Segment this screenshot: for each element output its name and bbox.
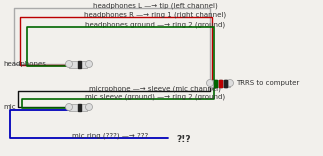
Text: mic sleeve (ground) —→ ring 2 (ground): mic sleeve (ground) —→ ring 2 (ground) — [85, 93, 225, 100]
Bar — [224, 80, 226, 86]
Text: headphones ground —→ ring 2 (ground): headphones ground —→ ring 2 (ground) — [85, 22, 225, 28]
Text: mic: mic — [3, 104, 16, 110]
Circle shape — [206, 80, 214, 86]
Circle shape — [226, 80, 234, 86]
Text: headphones: headphones — [3, 61, 46, 67]
Text: microphone —→ sleeve (mic channel): microphone —→ sleeve (mic channel) — [89, 85, 221, 92]
Bar — [219, 80, 222, 86]
Bar — [69, 61, 87, 68]
Bar — [69, 103, 87, 110]
Text: TRRS to computer: TRRS to computer — [236, 80, 299, 86]
Text: ?!?: ?!? — [176, 136, 191, 144]
Bar — [78, 61, 81, 68]
Circle shape — [86, 103, 92, 110]
Bar — [224, 80, 226, 86]
Bar — [210, 80, 230, 86]
Circle shape — [86, 61, 92, 68]
Circle shape — [66, 61, 72, 68]
Bar — [214, 80, 216, 86]
Circle shape — [66, 103, 72, 110]
Bar — [78, 103, 81, 110]
Text: mic ring (???) —→ ???: mic ring (???) —→ ??? — [72, 132, 148, 139]
Bar — [214, 80, 216, 86]
Text: headphones L —→ tip (left channel): headphones L —→ tip (left channel) — [93, 2, 217, 9]
Bar — [219, 80, 222, 86]
Text: headphones R —→ ring 1 (right channel): headphones R —→ ring 1 (right channel) — [84, 12, 226, 18]
